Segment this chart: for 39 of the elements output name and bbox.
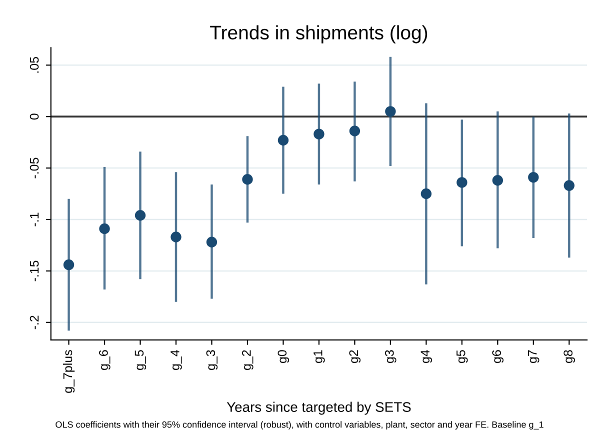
x-tick-label: g6 <box>492 350 504 364</box>
x-tick-label: g2 <box>349 350 361 364</box>
y-tick-label: 0 <box>30 114 39 120</box>
x-tick-label: g1 <box>314 350 325 364</box>
point <box>528 172 539 183</box>
x-tick-label: g4 <box>420 350 432 364</box>
y-tick-label: .05 <box>30 56 39 73</box>
point <box>242 174 253 185</box>
point <box>134 210 146 221</box>
x-tick-label: g_4 <box>170 350 182 370</box>
x-tick-label: g_2 <box>242 350 254 370</box>
y-tick-label: -.15 <box>30 260 39 282</box>
point <box>63 259 74 270</box>
text: OLS coefficients with their 95% confidence interval (robust), with control variables, plant, sector and year FE. Baseline g_1 <box>56 421 544 430</box>
y-tick-label: -.05 <box>30 158 39 178</box>
x-tick-label: g5 <box>456 350 468 364</box>
point <box>564 180 575 191</box>
point <box>170 232 182 242</box>
point <box>206 236 218 248</box>
point <box>492 175 504 186</box>
x-tick-label: g8 <box>564 350 575 364</box>
point <box>314 128 324 140</box>
point <box>420 188 432 200</box>
y-tick-label: -.1 <box>30 212 39 226</box>
x-tick-label: g0 <box>278 350 290 364</box>
chart-title: Trends in shipments (log) <box>210 25 428 44</box>
point <box>99 223 110 234</box>
point <box>349 126 360 136</box>
x-tick-label: g3 <box>384 350 396 364</box>
y-tick-label: -.2 <box>30 316 39 330</box>
x-tick-label: g_7plus <box>62 350 75 393</box>
x-axis-title: Years since targeted by SETS <box>226 402 411 415</box>
point <box>278 134 289 146</box>
x-tick-label: g7 <box>528 350 540 364</box>
x-tick-label: g_3 <box>206 350 218 370</box>
point <box>456 177 468 188</box>
point <box>385 106 396 117</box>
x-tick-label: g_6 <box>99 350 110 370</box>
x-tick-label: g_5 <box>134 350 146 370</box>
